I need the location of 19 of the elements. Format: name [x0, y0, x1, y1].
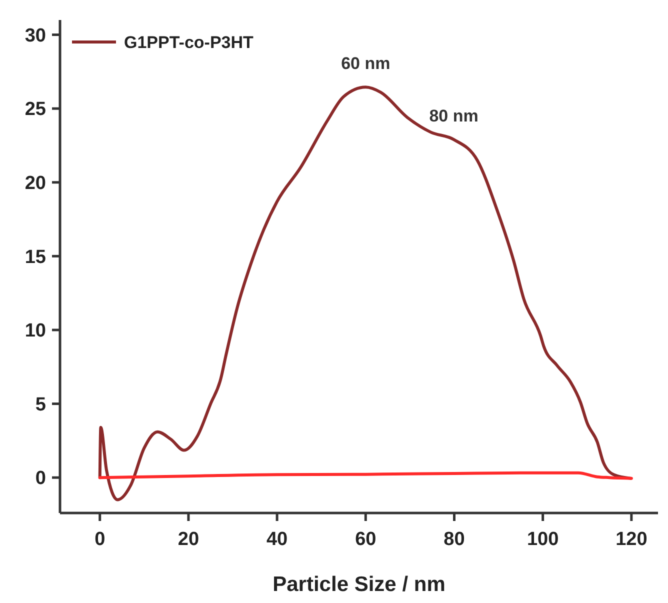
- y-tick-label: 30: [24, 25, 46, 46]
- x-tick-label: 100: [526, 529, 559, 550]
- y-tick-label: 5: [35, 394, 46, 416]
- x-tick-label: 80: [444, 529, 465, 550]
- y-tick-label: 25: [24, 99, 46, 120]
- annotation: 60 nm: [341, 54, 390, 74]
- y-tick-label: 20: [24, 173, 46, 194]
- y-tick-label: 10: [24, 320, 46, 342]
- x-tick-label: 60: [355, 529, 376, 550]
- y-tick-label: 0: [35, 468, 46, 490]
- x-tick-label: 120: [616, 529, 648, 550]
- y-tick-label: 15: [24, 246, 46, 268]
- x-tick-label: 20: [178, 529, 200, 550]
- legend-label: G1PPT-co-P3HT: [124, 32, 254, 52]
- x-axis-title: Particle Size / nm: [272, 573, 446, 596]
- line-series: [98, 86, 632, 502]
- x-tick-label: 40: [266, 529, 288, 550]
- x-tick-label: 0: [94, 529, 106, 550]
- annotation: 80 nm: [429, 106, 478, 126]
